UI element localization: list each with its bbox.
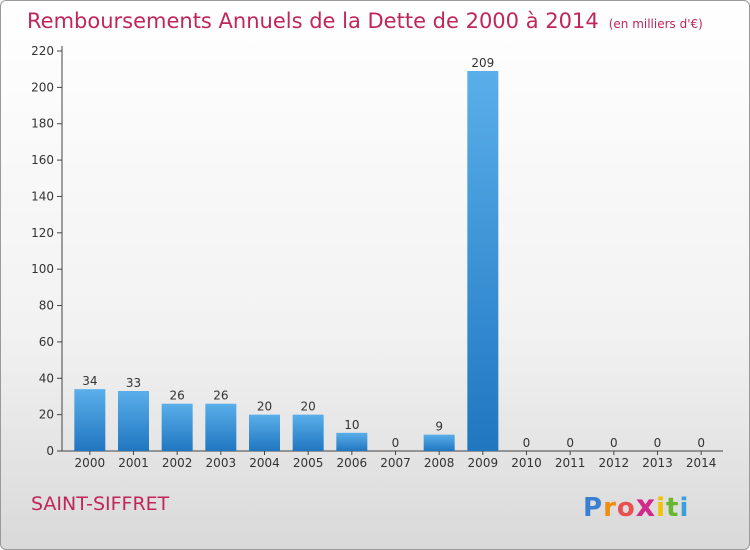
y-tick-label: 140	[31, 189, 54, 203]
x-tick-label: 2010	[511, 456, 542, 470]
logo-letter: i	[656, 493, 666, 523]
bar	[336, 433, 367, 451]
chart-bars	[74, 71, 498, 451]
x-tick-label: 2003	[206, 456, 237, 470]
x-tick-label: 2004	[249, 456, 280, 470]
data-label: 0	[610, 436, 618, 450]
bar	[249, 415, 280, 451]
x-tick-label: 2001	[118, 456, 149, 470]
data-label: 10	[344, 418, 359, 432]
x-tick-label: 2005	[293, 456, 324, 470]
y-tick-label: 200	[31, 80, 54, 94]
logo-letter: r	[603, 493, 617, 523]
x-tick-label: 2008	[424, 456, 455, 470]
x-tick-label: 2011	[555, 456, 586, 470]
bar	[424, 435, 455, 451]
data-label: 0	[566, 436, 574, 450]
commune-name: SAINT-SIFFRET	[31, 493, 169, 515]
logo-letter: o	[617, 493, 636, 523]
y-tick-label: 20	[39, 408, 54, 422]
y-tick-label: 120	[31, 226, 54, 240]
logo-letter: t	[666, 493, 679, 523]
bar	[162, 404, 193, 451]
data-label: 20	[257, 400, 272, 414]
data-label: 33	[126, 376, 141, 390]
bar	[74, 389, 105, 451]
chart-axes	[57, 46, 723, 455]
y-tick-label: 180	[31, 117, 54, 131]
logo-letter: x	[636, 489, 656, 524]
y-tick-label: 80	[39, 299, 54, 313]
data-label: 209	[471, 56, 494, 70]
bar	[118, 391, 149, 451]
bar	[293, 415, 324, 451]
x-tick-label: 2012	[599, 456, 630, 470]
x-tick-label: 2007	[380, 456, 411, 470]
y-tick-label: 160	[31, 153, 54, 167]
y-tick-label: 100	[31, 262, 54, 276]
y-tick-label: 40	[39, 371, 54, 385]
data-label: 9	[435, 420, 443, 434]
logo-letter: P	[583, 493, 603, 523]
y-tick-label: 220	[31, 44, 54, 58]
logo-letter: i	[679, 493, 689, 523]
y-tick-label: 60	[39, 335, 54, 349]
data-label: 0	[392, 436, 400, 450]
x-tick-label: 2002	[162, 456, 193, 470]
x-tick-label: 2014	[686, 456, 717, 470]
data-label: 26	[170, 389, 185, 403]
x-tick-label: 2000	[75, 456, 106, 470]
data-label: 26	[213, 389, 228, 403]
data-label: 34	[82, 374, 97, 388]
bar	[467, 71, 498, 451]
y-tick-label: 0	[46, 444, 54, 458]
x-tick-label: 2013	[642, 456, 673, 470]
proxiti-logo: Proxiti	[583, 489, 689, 524]
data-label: 0	[697, 436, 705, 450]
bar	[205, 404, 236, 451]
x-tick-label: 2006	[337, 456, 368, 470]
x-tick-label: 2009	[468, 456, 499, 470]
data-label: 0	[654, 436, 662, 450]
data-label: 20	[301, 400, 316, 414]
data-label: 0	[523, 436, 531, 450]
